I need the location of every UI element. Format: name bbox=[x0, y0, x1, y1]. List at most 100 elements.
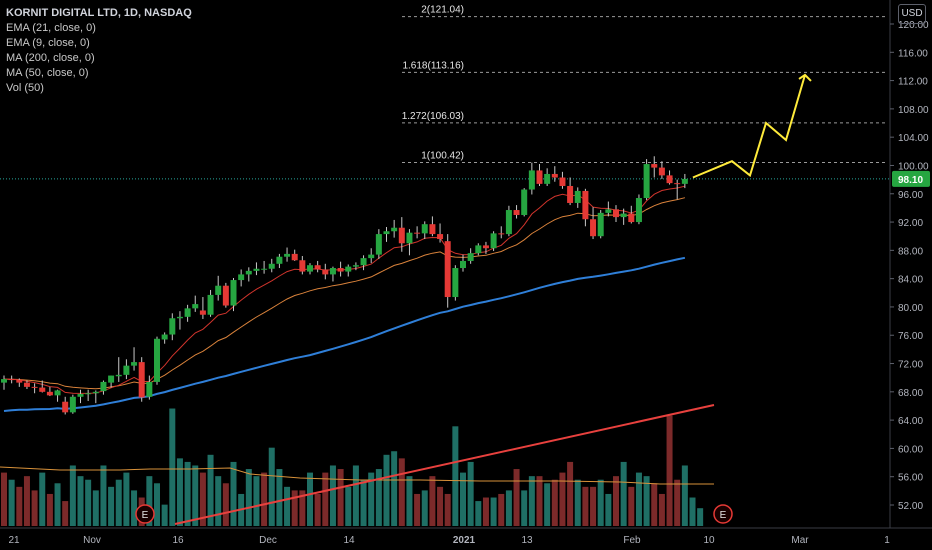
volume-bar bbox=[146, 476, 153, 526]
time-axis: 21 Nov 16 Dec 14 2021 13 Feb 10 Mar 1 bbox=[0, 527, 932, 546]
candle-body bbox=[8, 379, 15, 381]
volume-bar bbox=[368, 472, 375, 526]
symbol-title[interactable]: KORNIT DIGITAL LTD, 1D, NASDAQ bbox=[6, 7, 192, 19]
volume-bar bbox=[505, 490, 512, 526]
candle-body bbox=[375, 234, 382, 255]
fib-level-label: 1.272(106.03) bbox=[402, 111, 464, 122]
candle-body bbox=[444, 241, 451, 298]
volume-bar bbox=[421, 490, 428, 526]
candle-body bbox=[590, 219, 597, 237]
time-tick-label: 16 bbox=[172, 535, 184, 546]
volume-bar bbox=[284, 486, 291, 526]
candle-body bbox=[261, 268, 268, 270]
volume-bar bbox=[360, 479, 367, 526]
price-tick-label: 120.00 bbox=[898, 20, 929, 31]
candle-body bbox=[651, 164, 658, 168]
price-tick-label: 92.00 bbox=[898, 218, 923, 229]
volume-bar bbox=[460, 472, 466, 526]
candle-body bbox=[352, 265, 359, 267]
candle-body bbox=[1, 379, 7, 383]
candle-body bbox=[452, 268, 459, 298]
volume-bar bbox=[276, 469, 283, 526]
indicator-ma50[interactable]: MA (50, close, 0) bbox=[6, 67, 89, 79]
currency-button[interactable]: USD bbox=[898, 4, 926, 24]
symbol-legend: KORNIT DIGITAL LTD, 1D, NASDAQ EMA (21, … bbox=[6, 6, 192, 96]
volume-bar bbox=[345, 486, 352, 526]
time-tick-label: Nov bbox=[83, 535, 101, 546]
candle-body bbox=[513, 210, 520, 215]
candle-body bbox=[146, 381, 153, 397]
candle-body bbox=[184, 308, 191, 317]
candle-body bbox=[437, 234, 444, 240]
volume-bar bbox=[490, 497, 497, 526]
volume-bar bbox=[100, 465, 107, 526]
candle-body bbox=[658, 167, 665, 176]
candle-body bbox=[582, 190, 589, 220]
volume-bar bbox=[681, 465, 688, 526]
time-tick-label: Mar bbox=[791, 535, 809, 546]
candle-body bbox=[161, 334, 168, 340]
candle-body bbox=[429, 224, 436, 235]
volume-bar bbox=[337, 469, 344, 526]
candle-body bbox=[329, 268, 336, 275]
candle-body bbox=[383, 231, 390, 235]
time-tick-label: 2021 bbox=[453, 535, 476, 546]
volume-bar bbox=[651, 483, 658, 526]
fib-level-label: 1.618(113.16) bbox=[402, 60, 464, 71]
candle-body bbox=[299, 260, 306, 272]
volume-bar bbox=[697, 508, 704, 526]
candle-body bbox=[199, 310, 206, 315]
candle-body bbox=[674, 183, 681, 185]
volume-bar bbox=[329, 465, 336, 526]
fib-level-label: 2(121.04) bbox=[421, 5, 464, 16]
volume-bar bbox=[261, 472, 268, 526]
price-axis: 52.00 56.00 60.00 64.00 68.00 72.00 76.00 80.00… bbox=[889, 0, 930, 528]
candle-body bbox=[92, 391, 99, 394]
candle-body bbox=[23, 382, 30, 387]
candle-body bbox=[16, 379, 23, 383]
indicator-ema9[interactable]: EMA (9, close, 0) bbox=[6, 37, 90, 49]
candle-body bbox=[169, 318, 176, 335]
candle-body bbox=[467, 253, 474, 261]
volume-bar bbox=[551, 479, 558, 526]
volume-bar bbox=[215, 476, 222, 526]
volume-bar bbox=[169, 408, 176, 526]
indicator-volume[interactable]: Vol (50) bbox=[6, 82, 44, 94]
volume-bar bbox=[176, 458, 183, 526]
volume-bar bbox=[1, 472, 7, 526]
volume-bar bbox=[582, 486, 589, 526]
candle-body bbox=[345, 266, 352, 272]
volume-bar bbox=[620, 461, 627, 526]
volume-bar bbox=[314, 493, 321, 526]
candle-body bbox=[460, 260, 466, 269]
candle-body bbox=[360, 258, 367, 266]
candle-body bbox=[69, 396, 76, 413]
volume-bar bbox=[123, 472, 130, 526]
earnings-marker-icon bbox=[135, 504, 155, 524]
ma50-line bbox=[3, 256, 686, 412]
candle-body bbox=[559, 177, 566, 186]
price-tick-label: 56.00 bbox=[898, 473, 923, 484]
volume-bar bbox=[230, 461, 237, 526]
candle-body bbox=[268, 263, 275, 269]
indicator-ma200[interactable]: MA (200, close, 0) bbox=[6, 52, 95, 64]
candle-body bbox=[54, 390, 61, 396]
time-tick-label: Dec bbox=[259, 535, 277, 546]
volume-bar bbox=[467, 461, 474, 526]
candle-body bbox=[62, 401, 69, 413]
candle-body bbox=[414, 232, 421, 234]
candle-body bbox=[368, 254, 375, 259]
price-tick-label: 52.00 bbox=[898, 501, 923, 512]
candle-body bbox=[222, 285, 229, 306]
volume-ma-line bbox=[0, 466, 714, 485]
price-tick-label: 80.00 bbox=[898, 303, 923, 314]
time-tick-label: 14 bbox=[343, 535, 355, 546]
indicator-ema21[interactable]: EMA (21, close, 0) bbox=[6, 22, 96, 34]
last-price-label: 98.10 bbox=[898, 175, 923, 186]
candle-body bbox=[482, 245, 489, 249]
volume-bar bbox=[658, 493, 665, 526]
candle-body bbox=[291, 253, 298, 261]
candle-body bbox=[138, 362, 145, 398]
